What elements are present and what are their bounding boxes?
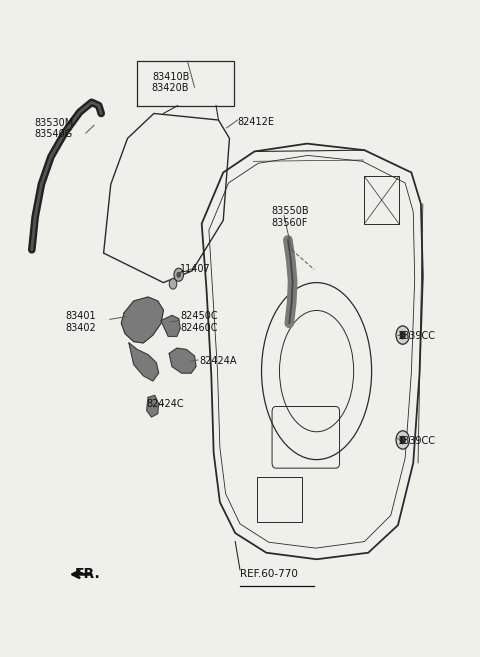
Circle shape [174,268,183,281]
Circle shape [169,279,177,289]
Text: 11407: 11407 [180,265,211,275]
Polygon shape [161,315,180,336]
Text: 83550B
83560F: 83550B 83560F [271,206,309,228]
Text: 83410B
83420B: 83410B 83420B [152,72,189,93]
Polygon shape [147,396,158,417]
Text: 1339CC: 1339CC [398,436,436,446]
Bar [364,176,399,223]
Text: 1339CC: 1339CC [398,331,436,342]
Circle shape [396,431,409,449]
Text: 83401
83402: 83401 83402 [65,311,96,332]
Text: REF.60-770: REF.60-770 [240,570,298,579]
Polygon shape [129,343,158,381]
Text: 82424A: 82424A [199,356,237,367]
Text: 82412E: 82412E [238,117,275,127]
Circle shape [400,436,406,444]
Text: 82424C: 82424C [147,399,184,409]
Circle shape [177,272,180,277]
Polygon shape [169,348,196,373]
Bar [257,478,302,522]
Polygon shape [121,297,163,343]
Circle shape [396,326,409,344]
Circle shape [400,331,406,339]
Text: FR.: FR. [75,568,101,581]
Text: 83530M
83540G: 83530M 83540G [34,118,73,139]
Text: 82450C
82460C: 82450C 82460C [180,311,218,332]
